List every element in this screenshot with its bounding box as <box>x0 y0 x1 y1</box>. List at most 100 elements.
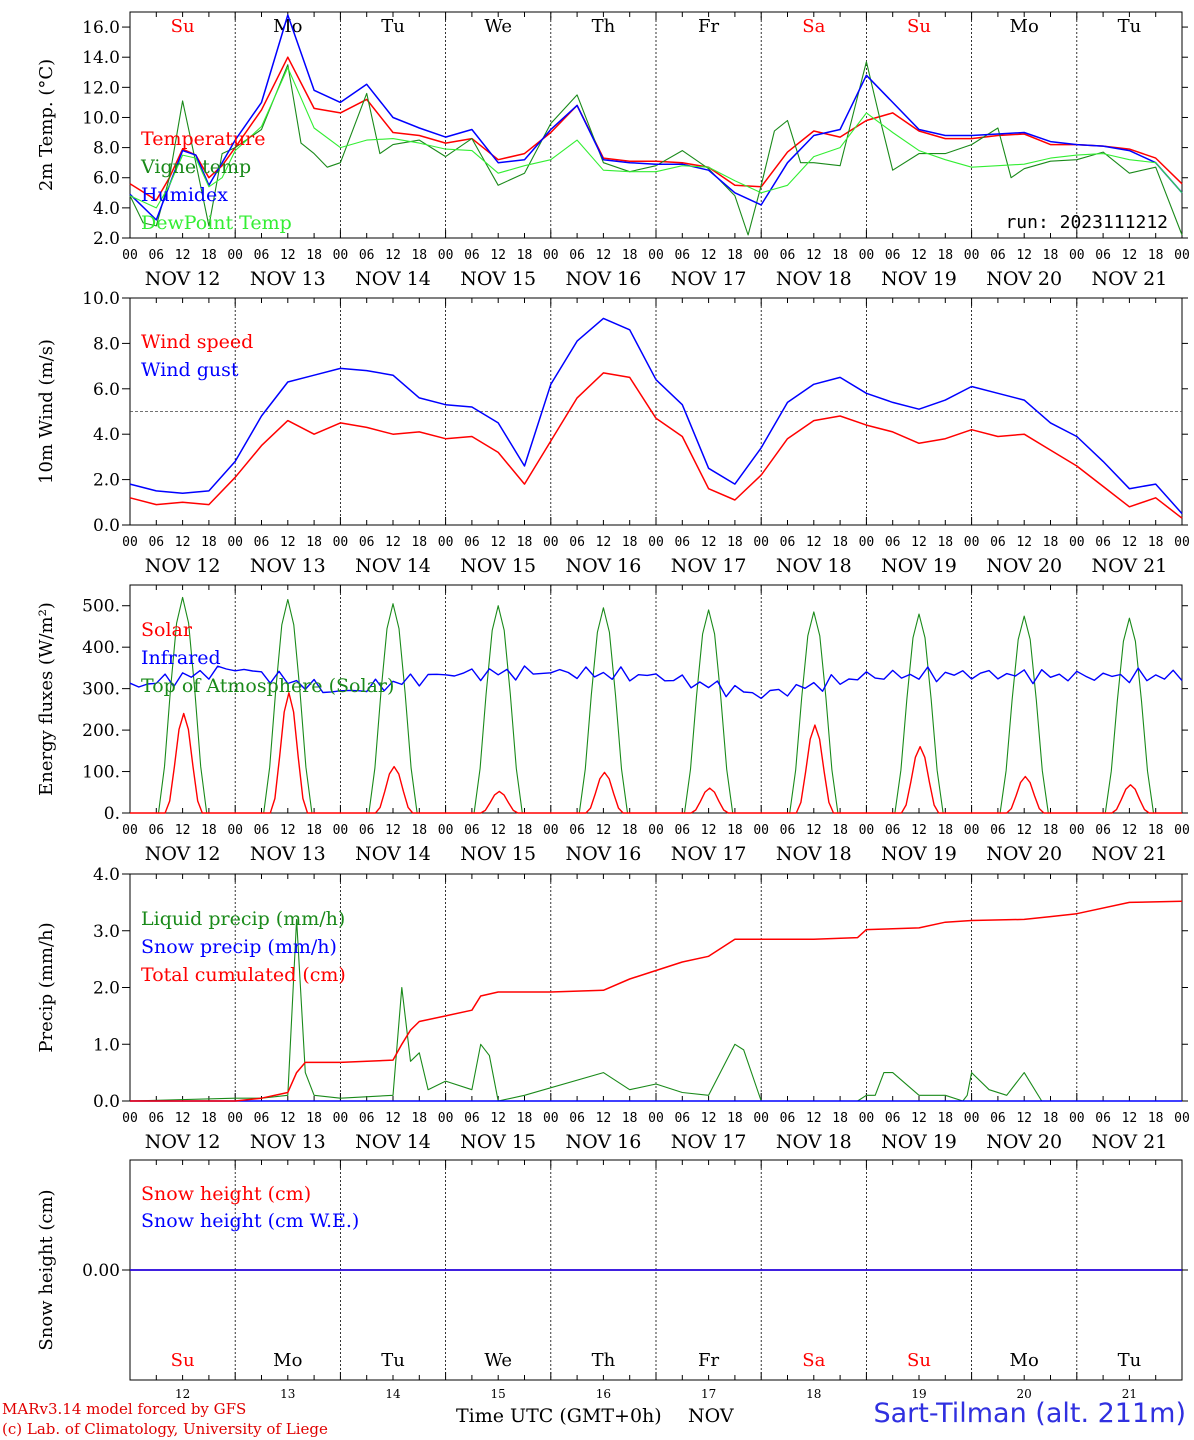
hour-tick-label: 00 <box>122 535 138 550</box>
day-name: Tu <box>1118 16 1142 37</box>
hour-tick-label: 00 <box>122 823 138 838</box>
date-label: NOV 17 <box>671 268 747 290</box>
date-label: NOV 16 <box>565 1131 641 1153</box>
date-label: NOV 17 <box>671 843 747 865</box>
day-name: We <box>484 16 512 37</box>
hour-tick-label: 06 <box>254 823 270 838</box>
hour-tick-label: 12 <box>911 823 927 838</box>
hour-tick-label: 00 <box>1069 248 1085 263</box>
hour-tick-label: 06 <box>254 1111 270 1126</box>
station-title: Sart-Tilman (alt. 211m) <box>873 1398 1186 1429</box>
legend-entry: Snow height (cm) <box>141 1183 311 1205</box>
hour-tick-label: 06 <box>674 1111 690 1126</box>
hour-tick-label: 00 <box>964 535 980 550</box>
hour-tick-label: 00 <box>1069 823 1085 838</box>
hour-tick-label: 18 <box>622 1111 638 1126</box>
hour-tick-label: 12 <box>1016 1111 1032 1126</box>
hour-tick-label: 12 <box>175 248 191 263</box>
date-label: NOV 15 <box>460 843 536 865</box>
hour-tick-label: 18 <box>1148 535 1164 550</box>
series-line-4 <box>129 67 1183 209</box>
hour-tick-label: 12 <box>175 535 191 550</box>
hour-tick-label: 12 <box>280 823 296 838</box>
day-name: Sa <box>802 16 825 37</box>
y-tick-label: 0.0 <box>93 1092 120 1112</box>
hour-tick-label: 00 <box>859 535 875 550</box>
hour-tick-label: 12 <box>701 535 717 550</box>
y-axis-title: 10m Wind (m/s) <box>36 339 57 484</box>
legend-entry: Vigne temp <box>140 156 251 178</box>
day-number: 20 <box>1017 1387 1032 1401</box>
hour-tick-label: 06 <box>359 248 375 263</box>
day-number: 14 <box>385 1387 401 1401</box>
hour-tick-label: 18 <box>727 823 743 838</box>
hour-tick-label: 00 <box>753 1111 769 1126</box>
legend-entry: Humidex <box>141 184 228 206</box>
hour-tick-label: 06 <box>148 823 164 838</box>
hour-tick-label: 12 <box>1122 248 1138 263</box>
day-number: 12 <box>175 1387 190 1401</box>
hour-tick-label: 00 <box>859 248 875 263</box>
hour-tick-label: 06 <box>990 1111 1006 1126</box>
date-label: NOV 21 <box>1091 843 1167 865</box>
hour-tick-label: 12 <box>701 1111 717 1126</box>
series-solar <box>130 692 1182 814</box>
hour-tick-label: 18 <box>201 535 217 550</box>
legend-entry: Liquid precip (mm/h) <box>141 908 345 930</box>
y-tick-label: 3.0 <box>93 922 120 942</box>
date-label: NOV 21 <box>1091 555 1167 577</box>
hour-tick-label: 00 <box>438 535 454 550</box>
hour-tick-label: 06 <box>885 248 901 263</box>
y-tick-label: 12.0 <box>82 78 120 98</box>
y-tick-label: 4.0 <box>93 865 120 885</box>
date-label: NOV 12 <box>145 268 221 290</box>
hour-tick-label: 06 <box>254 535 270 550</box>
date-label: NOV 18 <box>776 843 852 865</box>
day-name: Mo <box>1010 1350 1039 1371</box>
hour-tick-label: 12 <box>280 248 296 263</box>
legend-entry: Temperature <box>141 128 265 150</box>
hour-tick-label: 18 <box>832 248 848 263</box>
y-tick-label: 300. <box>82 680 120 700</box>
hour-tick-label: 00 <box>753 535 769 550</box>
hour-tick-label: 18 <box>517 1111 533 1126</box>
hour-tick-label: 06 <box>359 1111 375 1126</box>
date-label: NOV 12 <box>145 843 221 865</box>
day-name: Sa <box>802 1350 825 1371</box>
day-name: Su <box>907 16 931 37</box>
y-axis-title: Energy fluxes (W/m²) <box>36 602 57 796</box>
hour-tick-label: 00 <box>543 1111 559 1126</box>
hour-tick-label: 00 <box>543 248 559 263</box>
hour-tick-label: 12 <box>806 535 822 550</box>
day-number: 21 <box>1122 1387 1137 1401</box>
y-tick-label: 16.0 <box>82 18 120 38</box>
y-axis-title: 2m Temp. (°C) <box>36 59 57 191</box>
hour-tick-label: 18 <box>727 248 743 263</box>
hour-tick-label: 06 <box>1095 535 1111 550</box>
hour-tick-label: 00 <box>964 823 980 838</box>
hour-tick-label: 12 <box>1122 823 1138 838</box>
hour-tick-label: 18 <box>1043 1111 1059 1126</box>
date-label: NOV 14 <box>355 1131 431 1153</box>
y-tick-label: 400. <box>82 638 120 658</box>
legend-entry: Snow precip (mm/h) <box>141 936 337 958</box>
y-tick-label: 0.00 <box>82 1261 120 1281</box>
hour-tick-label: 18 <box>1148 1111 1164 1126</box>
hour-tick-label: 00 <box>333 823 349 838</box>
y-tick-label: 500. <box>82 597 120 617</box>
x-axis-title: Time UTC (GMT+0h) <box>456 1405 662 1427</box>
date-label: NOV 21 <box>1091 268 1167 290</box>
hour-tick-label: 06 <box>569 823 585 838</box>
date-label: NOV 16 <box>565 555 641 577</box>
hour-tick-label: 12 <box>490 248 506 263</box>
date-label: NOV 20 <box>986 843 1062 865</box>
hour-tick-label: 12 <box>911 248 927 263</box>
hour-tick-label: 12 <box>490 823 506 838</box>
hour-tick-label: 18 <box>832 535 848 550</box>
hour-tick-label: 12 <box>385 1111 401 1126</box>
hour-tick-label: 00 <box>227 535 243 550</box>
hour-tick-label: 00 <box>543 535 559 550</box>
hour-tick-label: 12 <box>911 1111 927 1126</box>
day-name: Mo <box>273 1350 302 1371</box>
date-label: NOV 14 <box>355 555 431 577</box>
